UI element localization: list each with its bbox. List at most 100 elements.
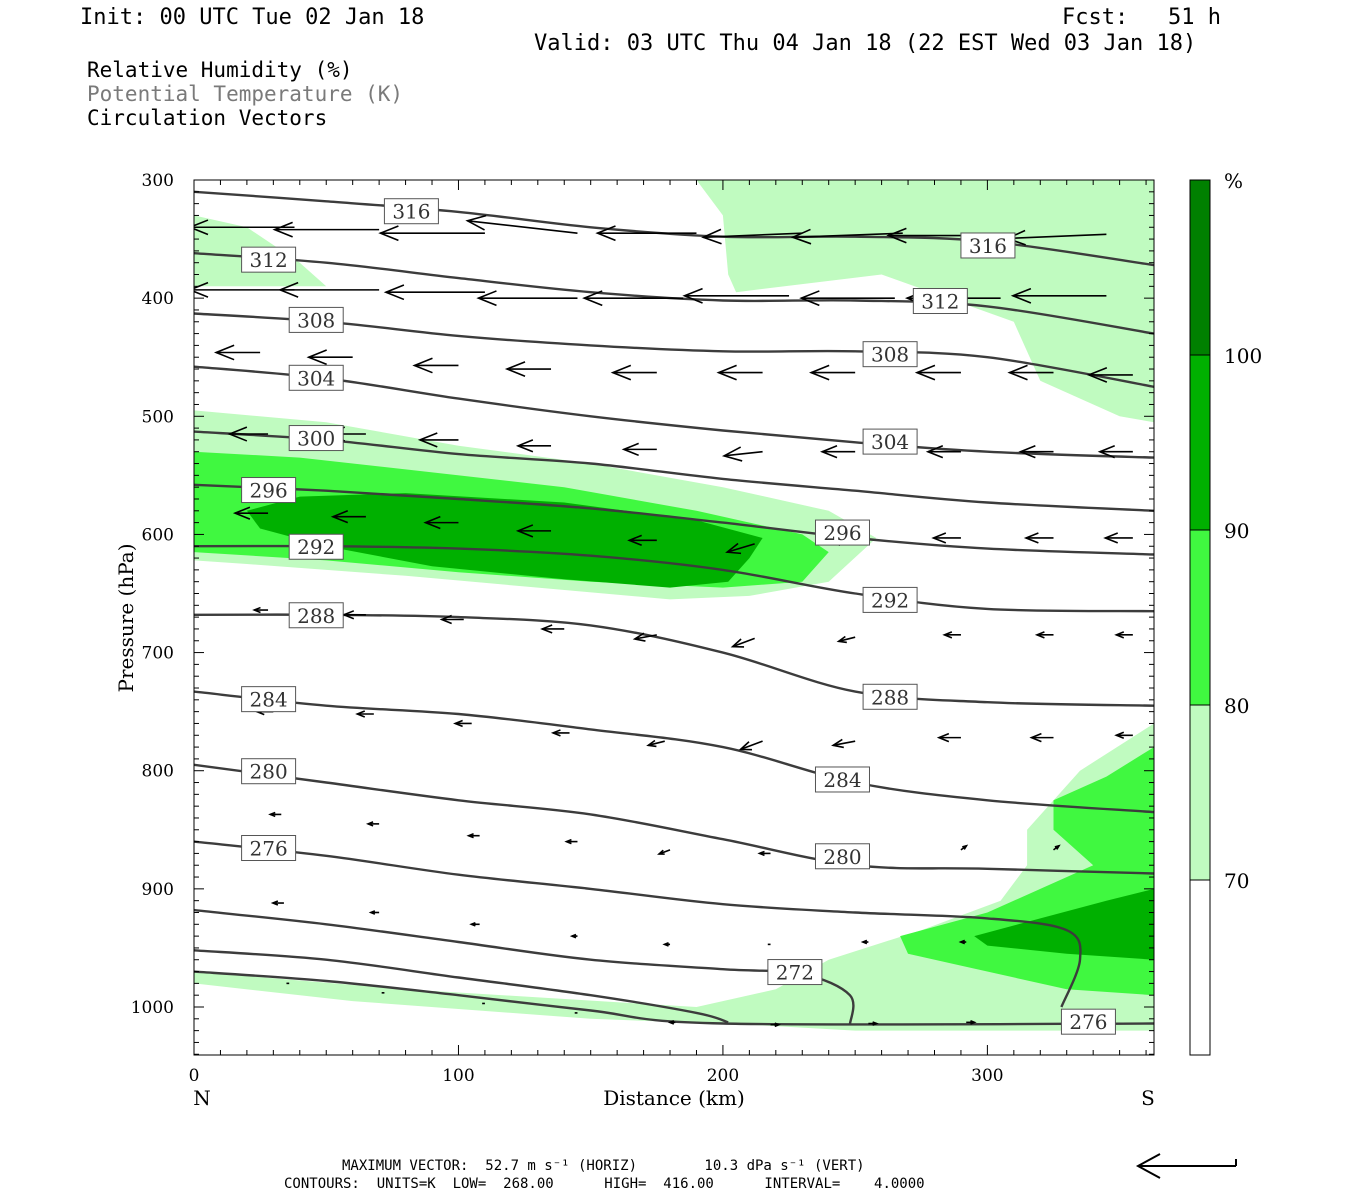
circulation-vector xyxy=(1007,364,1054,381)
theta-label-box xyxy=(288,602,344,629)
vector-head xyxy=(476,290,497,307)
vector-shaft xyxy=(726,543,755,553)
circulation-vector xyxy=(799,290,895,307)
theta-contour-296 xyxy=(194,483,1154,556)
vector-shaft xyxy=(732,637,755,648)
vector-head xyxy=(886,227,907,244)
theta-label-box xyxy=(288,306,344,333)
circulation-vector xyxy=(232,506,269,520)
vector-head xyxy=(194,219,209,236)
vector-head xyxy=(417,432,438,448)
circulation-vector xyxy=(194,281,295,298)
circulation-vector xyxy=(960,844,969,851)
circulation-vector xyxy=(646,739,665,748)
circulation-vector xyxy=(770,1022,781,1028)
circulation-vector xyxy=(657,849,671,855)
circulation-vector xyxy=(868,1021,879,1026)
vector-head xyxy=(465,214,487,231)
vector-head xyxy=(268,811,276,818)
vector-head xyxy=(809,364,830,381)
circulation-vector xyxy=(439,614,464,625)
vector-head xyxy=(1097,445,1115,459)
vector-head xyxy=(365,821,374,827)
vector-head xyxy=(730,638,745,648)
theta-label-box xyxy=(241,686,297,713)
circulation-vector xyxy=(1029,732,1054,743)
y-tick-label: 500 xyxy=(142,407,174,427)
theta-label-box xyxy=(814,843,870,870)
y-tick-label: 300 xyxy=(142,171,174,191)
vector-head xyxy=(610,364,632,381)
valid-time: Valid: 03 UTC Thu 04 Jan 18 (22 EST Wed … xyxy=(534,31,1197,56)
theta-label-box xyxy=(912,288,968,315)
vector-head xyxy=(355,710,366,718)
theta-label: 284 xyxy=(823,768,861,792)
vector-head xyxy=(341,610,355,620)
rh-region-90 xyxy=(974,888,1154,960)
circulation-vector xyxy=(476,290,578,307)
circulation-vector xyxy=(383,284,485,301)
vector-shaft xyxy=(833,740,856,747)
theta-label-box xyxy=(960,232,1016,259)
circulation-vector xyxy=(515,439,552,453)
theta-label: 276 xyxy=(1069,1010,1107,1034)
theta-label-box xyxy=(862,586,918,613)
theta-label: 304 xyxy=(297,366,335,390)
vector-head xyxy=(716,364,737,381)
circulation-vector xyxy=(515,524,552,538)
theta-label: 272 xyxy=(776,961,814,985)
colorbar-segment xyxy=(1190,180,1210,355)
colorbar-label: 100 xyxy=(1224,344,1262,368)
theta-contour-280 xyxy=(194,763,1154,875)
theta-label: 276 xyxy=(250,837,288,861)
circulation-vector xyxy=(330,510,366,524)
vector-head xyxy=(330,510,349,524)
vector-head xyxy=(646,739,657,748)
colorbar-segment xyxy=(1190,705,1210,880)
theta-label-box xyxy=(814,766,870,793)
vector-head xyxy=(757,850,765,857)
circulation-vector xyxy=(860,939,869,945)
circulation-vector xyxy=(632,632,657,642)
circulation-vector xyxy=(582,290,684,307)
theta-label: 296 xyxy=(823,521,861,545)
vector-head xyxy=(1114,731,1125,739)
theta-label-box xyxy=(767,959,823,986)
circulation-vector xyxy=(942,631,961,639)
circulation-vector xyxy=(306,349,353,366)
circulation-vector xyxy=(1097,445,1133,459)
vector-head xyxy=(662,942,669,947)
x-tick-label: 100 xyxy=(442,1066,474,1086)
vector-head xyxy=(942,631,953,639)
circulation-vector xyxy=(925,445,961,459)
vector-shaft xyxy=(634,634,657,640)
vector-head xyxy=(1086,366,1108,383)
vector-shaft xyxy=(792,232,903,239)
vector-head xyxy=(515,524,534,538)
vector-head xyxy=(569,933,577,939)
theta-label: 308 xyxy=(871,343,909,367)
vector-head xyxy=(1010,287,1032,304)
circulation-vector xyxy=(564,838,578,845)
vector-shaft xyxy=(838,636,856,643)
rh-region-70 xyxy=(194,723,1154,1031)
circulation-vector xyxy=(540,624,565,634)
theta-contour-308 xyxy=(194,312,1154,388)
circulation-vector xyxy=(1086,366,1133,383)
field-vectors: Circulation Vectors xyxy=(87,106,328,130)
vector-shaft xyxy=(703,232,803,239)
vector-head xyxy=(540,624,553,634)
circulation-vector xyxy=(423,515,459,530)
theta-label-box xyxy=(862,341,918,368)
circulation-vector xyxy=(730,637,755,648)
theta-label: 292 xyxy=(871,588,909,612)
circulation-vector xyxy=(270,900,284,906)
circulation-vector xyxy=(790,228,903,245)
theta-contour-272 xyxy=(194,908,855,1025)
theta-label-box xyxy=(862,683,918,710)
reference-vector xyxy=(1135,1153,1237,1179)
circulation-vector xyxy=(417,432,459,448)
forecast-hour: Fcst: 51 h xyxy=(1062,5,1221,30)
circulation-vector xyxy=(721,446,763,462)
circulation-vector xyxy=(453,719,472,728)
